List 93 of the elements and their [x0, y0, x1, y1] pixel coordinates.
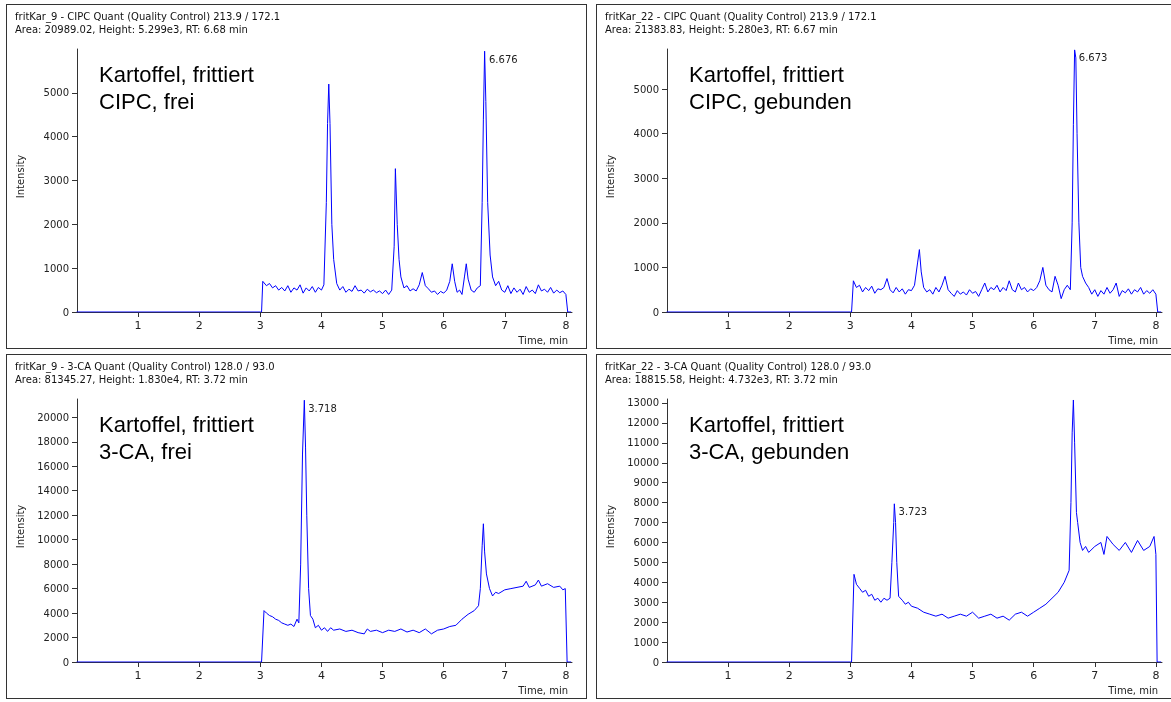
x-tick-label: 2: [785, 669, 793, 682]
y-tick-label: 3000: [633, 172, 659, 184]
y-tick-label: 8000: [633, 497, 659, 509]
y-axis-title: Intensity: [14, 504, 26, 549]
y-axis-title: Intensity: [604, 504, 616, 549]
y-tick-label: 7000: [633, 517, 659, 529]
x-tick-label: 1: [724, 669, 732, 682]
x-axis-title: Time, min: [1107, 684, 1158, 696]
y-tick-label: 5000: [633, 83, 659, 95]
y-tick-label: 5000: [633, 556, 659, 568]
x-tick-label: 1: [134, 669, 142, 682]
x-axis-title: Time, min: [1107, 334, 1158, 346]
x-tick-label: 6: [1030, 319, 1038, 332]
x-axis-title: Time, min: [517, 334, 568, 346]
y-tick-label: 2000: [43, 218, 69, 230]
x-tick-label: 4: [317, 669, 325, 682]
y-tick-label: 6000: [633, 536, 659, 548]
annotation: 6.673: [1078, 52, 1108, 64]
chart-title: fritKar_9 - CIPC Quant (Quality Control) 213.9 / 172.1: [15, 10, 281, 23]
y-tick-label: 8000: [43, 558, 69, 570]
chart-subtitle: Area: 20989.02, Height: 5.299e3, RT: 6.68 min: [15, 23, 248, 35]
chart-title: fritKar_22 - CIPC Quant (Quality Control) 213.9 / 172.1: [605, 10, 877, 23]
annotation: Kartoffel, frittiert CIPC, gebunden: [689, 62, 852, 114]
x-tick-label: 5: [379, 319, 387, 332]
y-tick-label: 0: [652, 656, 659, 668]
y-tick-label: 10000: [37, 534, 69, 546]
y-tick-label: 1000: [633, 636, 659, 648]
y-tick-label: 13000: [627, 397, 659, 409]
x-tick-label: 8: [562, 669, 570, 682]
annotation: Kartoffel, frittiert CIPC, frei: [99, 62, 254, 114]
x-tick-label: 1: [134, 319, 142, 332]
y-tick-label: 1000: [633, 261, 659, 273]
y-tick-label: 12000: [37, 509, 69, 521]
y-tick-label: 0: [62, 656, 69, 668]
x-tick-label: 5: [969, 669, 977, 682]
y-axis-title: Intensity: [14, 154, 26, 199]
chart-title: fritKar_22 - 3-CA Quant (Quality Control) 128.0 / 93.0: [605, 360, 872, 373]
x-tick-label: 1: [724, 319, 732, 332]
y-tick-label: 6000: [43, 583, 69, 595]
x-axis-title: Time, min: [517, 684, 568, 696]
y-tick-label: 16000: [37, 460, 69, 472]
y-tick-label: 4000: [43, 607, 69, 619]
x-tick-label: 8: [1152, 319, 1160, 332]
y-tick-label: 3000: [633, 596, 659, 608]
y-tick-label: 18000: [37, 436, 69, 448]
x-tick-label: 4: [317, 319, 325, 332]
x-tick-label: 2: [785, 319, 793, 332]
y-tick-label: 0: [62, 306, 69, 318]
x-tick-label: 7: [501, 669, 509, 682]
y-tick-label: 4000: [43, 131, 69, 143]
chart-subtitle: Area: 18815.58, Height: 4.732e3, RT: 3.72 min: [605, 373, 838, 385]
annotation: 3.718: [308, 402, 337, 414]
y-tick-label: 12000: [627, 417, 659, 429]
x-tick-label: 3: [846, 319, 854, 332]
x-tick-label: 5: [969, 319, 977, 332]
y-tick-label: 10000: [627, 457, 659, 469]
y-tick-label: 2000: [43, 632, 69, 644]
x-tick-label: 3: [256, 319, 264, 332]
x-tick-label: 8: [1152, 669, 1160, 682]
x-tick-label: 8: [562, 319, 570, 332]
chart-title: fritKar_9 - 3-CA Quant (Quality Control) 128.0 / 93.0: [15, 360, 275, 373]
x-tick-label: 3: [846, 669, 854, 682]
x-tick-label: 5: [379, 669, 387, 682]
annotation: Kartoffel, frittiert 3-CA, frei: [99, 412, 254, 464]
annotation: 3.723: [898, 506, 928, 518]
y-tick-label: 0: [652, 306, 659, 318]
x-tick-label: 6: [440, 669, 448, 682]
y-tick-label: 4000: [633, 576, 659, 588]
y-tick-label: 2000: [633, 616, 659, 628]
x-tick-label: 6: [440, 319, 448, 332]
x-tick-label: 7: [1091, 669, 1099, 682]
y-tick-label: 11000: [627, 437, 659, 449]
y-tick-label: 1000: [43, 262, 69, 274]
y-tick-label: 3000: [43, 175, 69, 186]
y-tick-label: 2000: [633, 217, 659, 229]
x-tick-label: 3: [256, 669, 264, 682]
y-tick-label: 5000: [43, 87, 69, 99]
chart-subtitle: Area: 81345.27, Height: 1.830e4, RT: 3.72 min: [15, 373, 248, 385]
x-tick-label: 7: [1091, 319, 1099, 332]
x-tick-label: 7: [501, 319, 509, 332]
annotation: Kartoffel, frittiert 3-CA, gebunden: [689, 412, 850, 464]
chart-subtitle: Area: 21383.83, Height: 5.280e3, RT: 6.67 min: [605, 23, 838, 35]
y-tick-label: 20000: [37, 411, 69, 423]
y-axis-title: Intensity: [604, 154, 616, 199]
x-tick-label: 4: [907, 669, 915, 682]
x-tick-label: 2: [195, 319, 203, 332]
x-tick-label: 4: [907, 319, 915, 332]
y-tick-label: 14000: [37, 485, 69, 497]
y-tick-label: 4000: [633, 128, 659, 140]
y-tick-label: 9000: [633, 477, 659, 489]
annotation: 6.676: [488, 53, 518, 65]
x-tick-label: 6: [1030, 669, 1038, 682]
x-tick-label: 2: [195, 669, 203, 682]
